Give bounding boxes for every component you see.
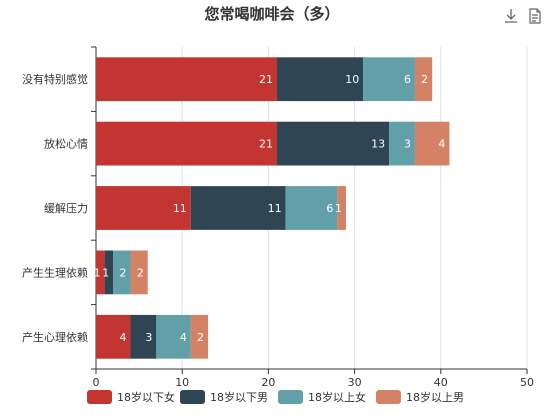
x-tick-label: 50 — [520, 376, 534, 389]
legend-swatch — [278, 390, 303, 404]
legend-swatch — [376, 390, 401, 404]
bar-segment[interactable] — [190, 186, 286, 230]
y-category-label: 放松心情 — [44, 137, 88, 151]
legend-item[interactable]: 18岁以下男 — [180, 390, 268, 404]
bar-value-label: 2 — [137, 266, 144, 279]
y-category-label: 产生心理依赖 — [22, 330, 88, 344]
bar-segment[interactable] — [130, 314, 157, 359]
bar-segment[interactable] — [96, 121, 278, 166]
bar-value-label: 3 — [145, 331, 152, 344]
bar-value-label: 21 — [259, 138, 273, 151]
legend-label: 18岁以下女 — [117, 390, 175, 404]
legend-label: 18岁以上女 — [308, 390, 366, 404]
legend-label: 18岁以下男 — [210, 390, 268, 404]
legend-swatch — [180, 390, 205, 404]
bar-segment[interactable] — [130, 250, 148, 295]
bar-value-label: 21 — [259, 73, 273, 86]
y-category-label: 产生生理依赖 — [22, 265, 88, 279]
bar-segment[interactable] — [96, 250, 105, 295]
bar-value-label: 11 — [173, 202, 187, 215]
bar-segment[interactable] — [113, 250, 131, 295]
y-category-label: 没有特别感觉 — [22, 72, 88, 86]
bar-value-label: 13 — [371, 138, 385, 151]
legend-swatch — [87, 390, 112, 404]
bar-segment[interactable] — [389, 121, 415, 166]
bar-segment[interactable] — [285, 186, 338, 230]
bar-value-label: 6 — [404, 73, 411, 86]
bar-value-label: 3 — [404, 138, 411, 151]
bar-segment[interactable] — [414, 121, 450, 166]
bar-value-label: 2 — [421, 73, 428, 86]
chart-title: 您常喝咖啡会（多） — [203, 5, 339, 23]
bar-value-label: 4 — [438, 138, 445, 151]
bar-value-label: 6 — [326, 202, 333, 215]
data-view-icon[interactable] — [529, 8, 541, 24]
download-icon[interactable] — [505, 9, 517, 23]
bar-value-label: 2 — [119, 266, 126, 279]
x-tick-label: 20 — [261, 376, 275, 389]
x-tick-label: 40 — [434, 376, 448, 389]
x-tick-label: 0 — [93, 376, 100, 389]
bar-value-label: 1 — [94, 266, 101, 279]
bar-segment[interactable] — [414, 57, 433, 102]
bar-segment[interactable] — [96, 57, 278, 102]
bar-value-label: 1 — [335, 202, 342, 215]
bar-value-label: 4 — [119, 331, 126, 344]
bar-segment[interactable] — [277, 57, 364, 102]
legend-item[interactable]: 18岁以下女 — [87, 390, 175, 404]
bar-value-label: 2 — [197, 331, 204, 344]
bar-segment[interactable] — [96, 314, 131, 359]
bars: 21 10 6 221 13 3 411 11 6 11 1 2 24 3 4 2 — [94, 57, 450, 359]
y-category-label: 缓解压力 — [44, 201, 88, 215]
legend-label: 18岁以上男 — [406, 390, 464, 404]
bar-segment[interactable] — [190, 314, 209, 359]
bar-segment[interactable] — [104, 250, 114, 295]
legend-item[interactable]: 18岁以上男 — [376, 390, 464, 404]
bar-value-label: 1 — [102, 266, 109, 279]
legend[interactable]: 18岁以下女 18岁以下男 18岁以上女 18岁以上男 — [87, 390, 464, 404]
bar-value-label: 4 — [180, 331, 187, 344]
bar-segment[interactable] — [156, 314, 191, 359]
bar-value-label: 10 — [345, 73, 359, 86]
bar-segment[interactable] — [96, 186, 191, 230]
bar-segment[interactable] — [337, 186, 346, 230]
bar-segment[interactable] — [363, 57, 415, 102]
x-tick-label: 10 — [175, 376, 189, 389]
legend-item[interactable]: 18岁以上女 — [278, 390, 366, 404]
bar-segment[interactable] — [277, 121, 390, 166]
x-tick-label: 30 — [348, 376, 362, 389]
bar-value-label: 11 — [268, 202, 282, 215]
